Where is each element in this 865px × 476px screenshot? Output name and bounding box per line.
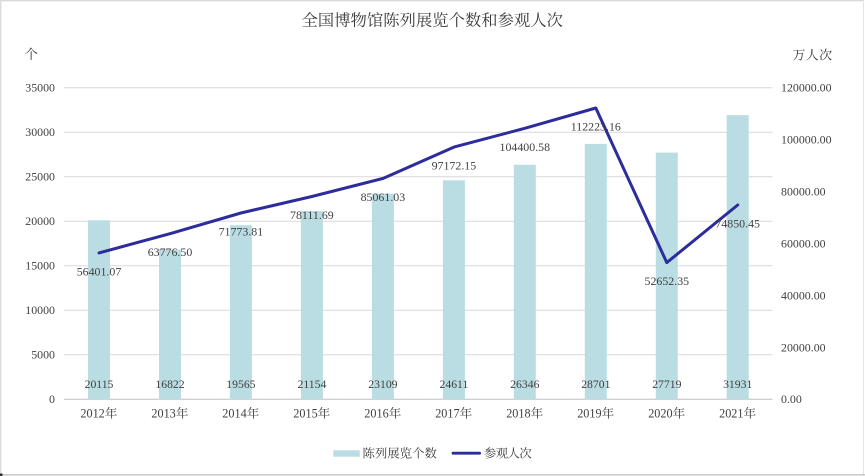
svg-text:60000.00: 60000.00 [781, 237, 826, 251]
svg-text:112223.16: 112223.16 [571, 120, 621, 134]
svg-text:27719: 27719 [652, 378, 681, 391]
svg-text:20000.00: 20000.00 [781, 340, 826, 354]
svg-text:31931: 31931 [723, 378, 752, 391]
svg-text:2021: 2021 [719, 407, 743, 421]
svg-text:0.00: 0.00 [781, 392, 802, 406]
svg-text:78111.69: 78111.69 [290, 208, 334, 222]
svg-text:100000.00: 100000.00 [781, 133, 832, 147]
svg-text:74850.45: 74850.45 [715, 217, 760, 231]
svg-text:2017: 2017 [435, 407, 459, 421]
svg-text:15000: 15000 [25, 259, 55, 273]
svg-text:2018: 2018 [506, 407, 530, 421]
svg-text:52652.35: 52652.35 [645, 274, 690, 288]
svg-text:25000: 25000 [25, 170, 55, 184]
svg-text:97172.15: 97172.15 [432, 159, 477, 173]
svg-text:2013: 2013 [151, 407, 175, 421]
svg-text:28701: 28701 [581, 378, 610, 391]
svg-text:63776.50: 63776.50 [148, 245, 193, 259]
svg-text:56401.07: 56401.07 [77, 264, 122, 278]
svg-text:2016: 2016 [364, 407, 388, 421]
svg-text:10000: 10000 [25, 303, 55, 317]
svg-text:2020: 2020 [648, 407, 672, 421]
svg-text:24611: 24611 [440, 378, 469, 391]
svg-text:30000: 30000 [25, 125, 55, 139]
svg-text:16822: 16822 [155, 378, 184, 391]
svg-text:35000: 35000 [25, 81, 55, 95]
svg-text:26346: 26346 [510, 378, 539, 391]
svg-text:40000.00: 40000.00 [781, 288, 826, 302]
svg-text:5000: 5000 [31, 348, 55, 362]
svg-text:21154: 21154 [298, 378, 327, 391]
svg-text:23109: 23109 [368, 378, 397, 391]
svg-text:2014: 2014 [222, 407, 246, 421]
svg-text:20000: 20000 [25, 214, 55, 228]
svg-text:85061.03: 85061.03 [361, 190, 406, 204]
svg-text:19565: 19565 [226, 378, 255, 391]
svg-text:2015: 2015 [293, 407, 317, 421]
svg-text:80000.00: 80000.00 [781, 185, 826, 199]
svg-text:2019: 2019 [577, 407, 601, 421]
svg-text:120000.00: 120000.00 [781, 81, 832, 95]
svg-text:71773.81: 71773.81 [219, 225, 264, 239]
svg-text:2012: 2012 [80, 407, 104, 421]
svg-text:0: 0 [49, 392, 55, 406]
svg-text:20115: 20115 [85, 378, 114, 391]
svg-text:104400.58: 104400.58 [500, 140, 551, 154]
